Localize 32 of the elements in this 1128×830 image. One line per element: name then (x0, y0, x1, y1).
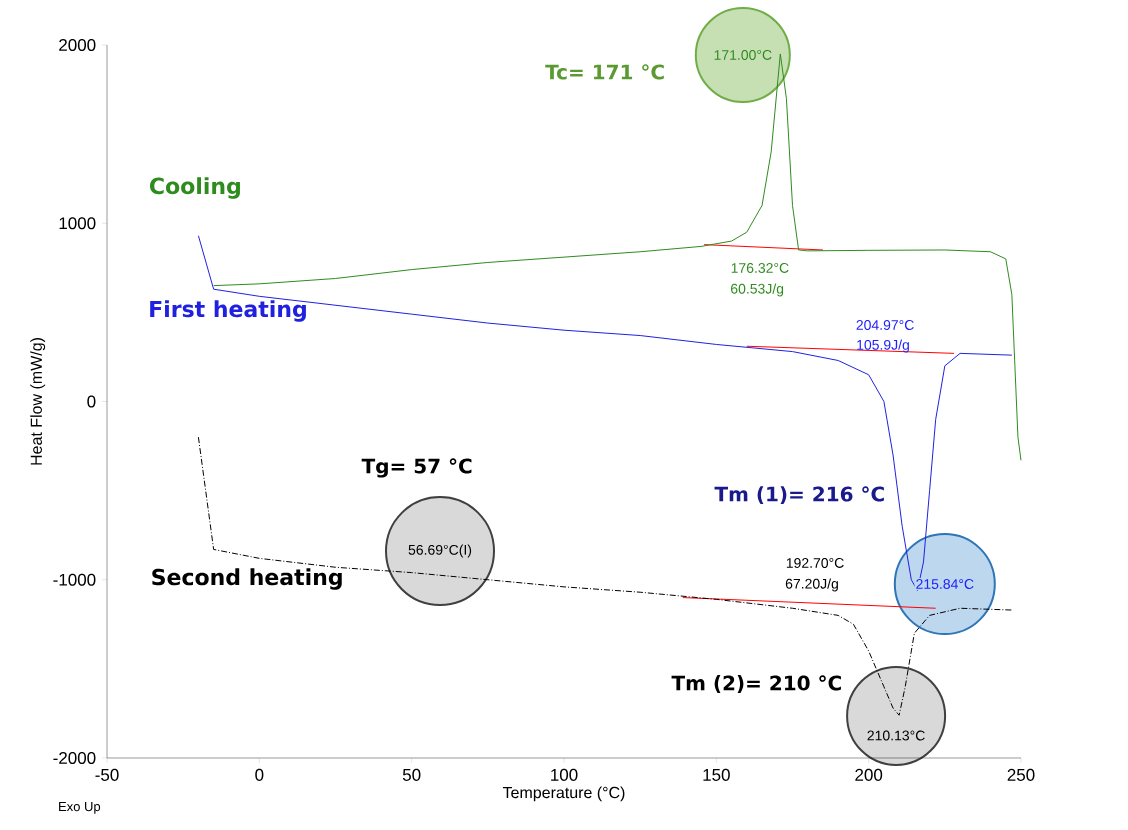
annotation: 56.69°C(I) (408, 544, 472, 558)
annotation: 105.9J/g (857, 339, 909, 353)
y-tick-label: -1000 (53, 573, 96, 586)
x-tick-label: 50 (402, 768, 421, 781)
annotation: 171.00°C (714, 50, 772, 60)
series-label: Second heating (152, 568, 342, 590)
x-tick-label: 0 (255, 768, 264, 781)
annotation: 215.84°C (916, 579, 974, 589)
y-tick-label: 0 (87, 395, 96, 408)
annotation: Tm (1)= 216 °C (714, 486, 884, 504)
annotation: 192.70°C (786, 558, 844, 568)
y-tick-label: 2000 (59, 38, 96, 52)
x-tick-label: -50 (95, 768, 119, 781)
annotation: Tc= 171 °C (545, 64, 664, 80)
text: Exo Up (59, 802, 101, 814)
y-axis-title: Heat Flow (mW/g) (30, 338, 46, 465)
x-tick-label: 250 (1007, 768, 1035, 781)
annotation: 67.20J/g (785, 578, 838, 592)
annotation: Tg= 57 °C (361, 458, 472, 478)
x-tick-label: 150 (703, 768, 730, 781)
annotation: 204.97°C (856, 320, 914, 330)
x-axis-title: Temperature (°C) (502, 786, 625, 802)
annotation: 60.53J/g (731, 283, 784, 297)
text: Cooling (150, 177, 240, 199)
y-tick-label: -2000 (53, 751, 96, 765)
annotation: 210.13°C (867, 730, 925, 741)
x-tick-label: 200 (855, 768, 883, 781)
series-label: First heating (150, 300, 306, 322)
annotation: 176.32°C (731, 263, 789, 273)
y-tick-label: 1000 (59, 217, 96, 230)
annotation: Tm (2)= 210 °C (671, 675, 841, 693)
x-tick-label: 100 (551, 768, 578, 781)
